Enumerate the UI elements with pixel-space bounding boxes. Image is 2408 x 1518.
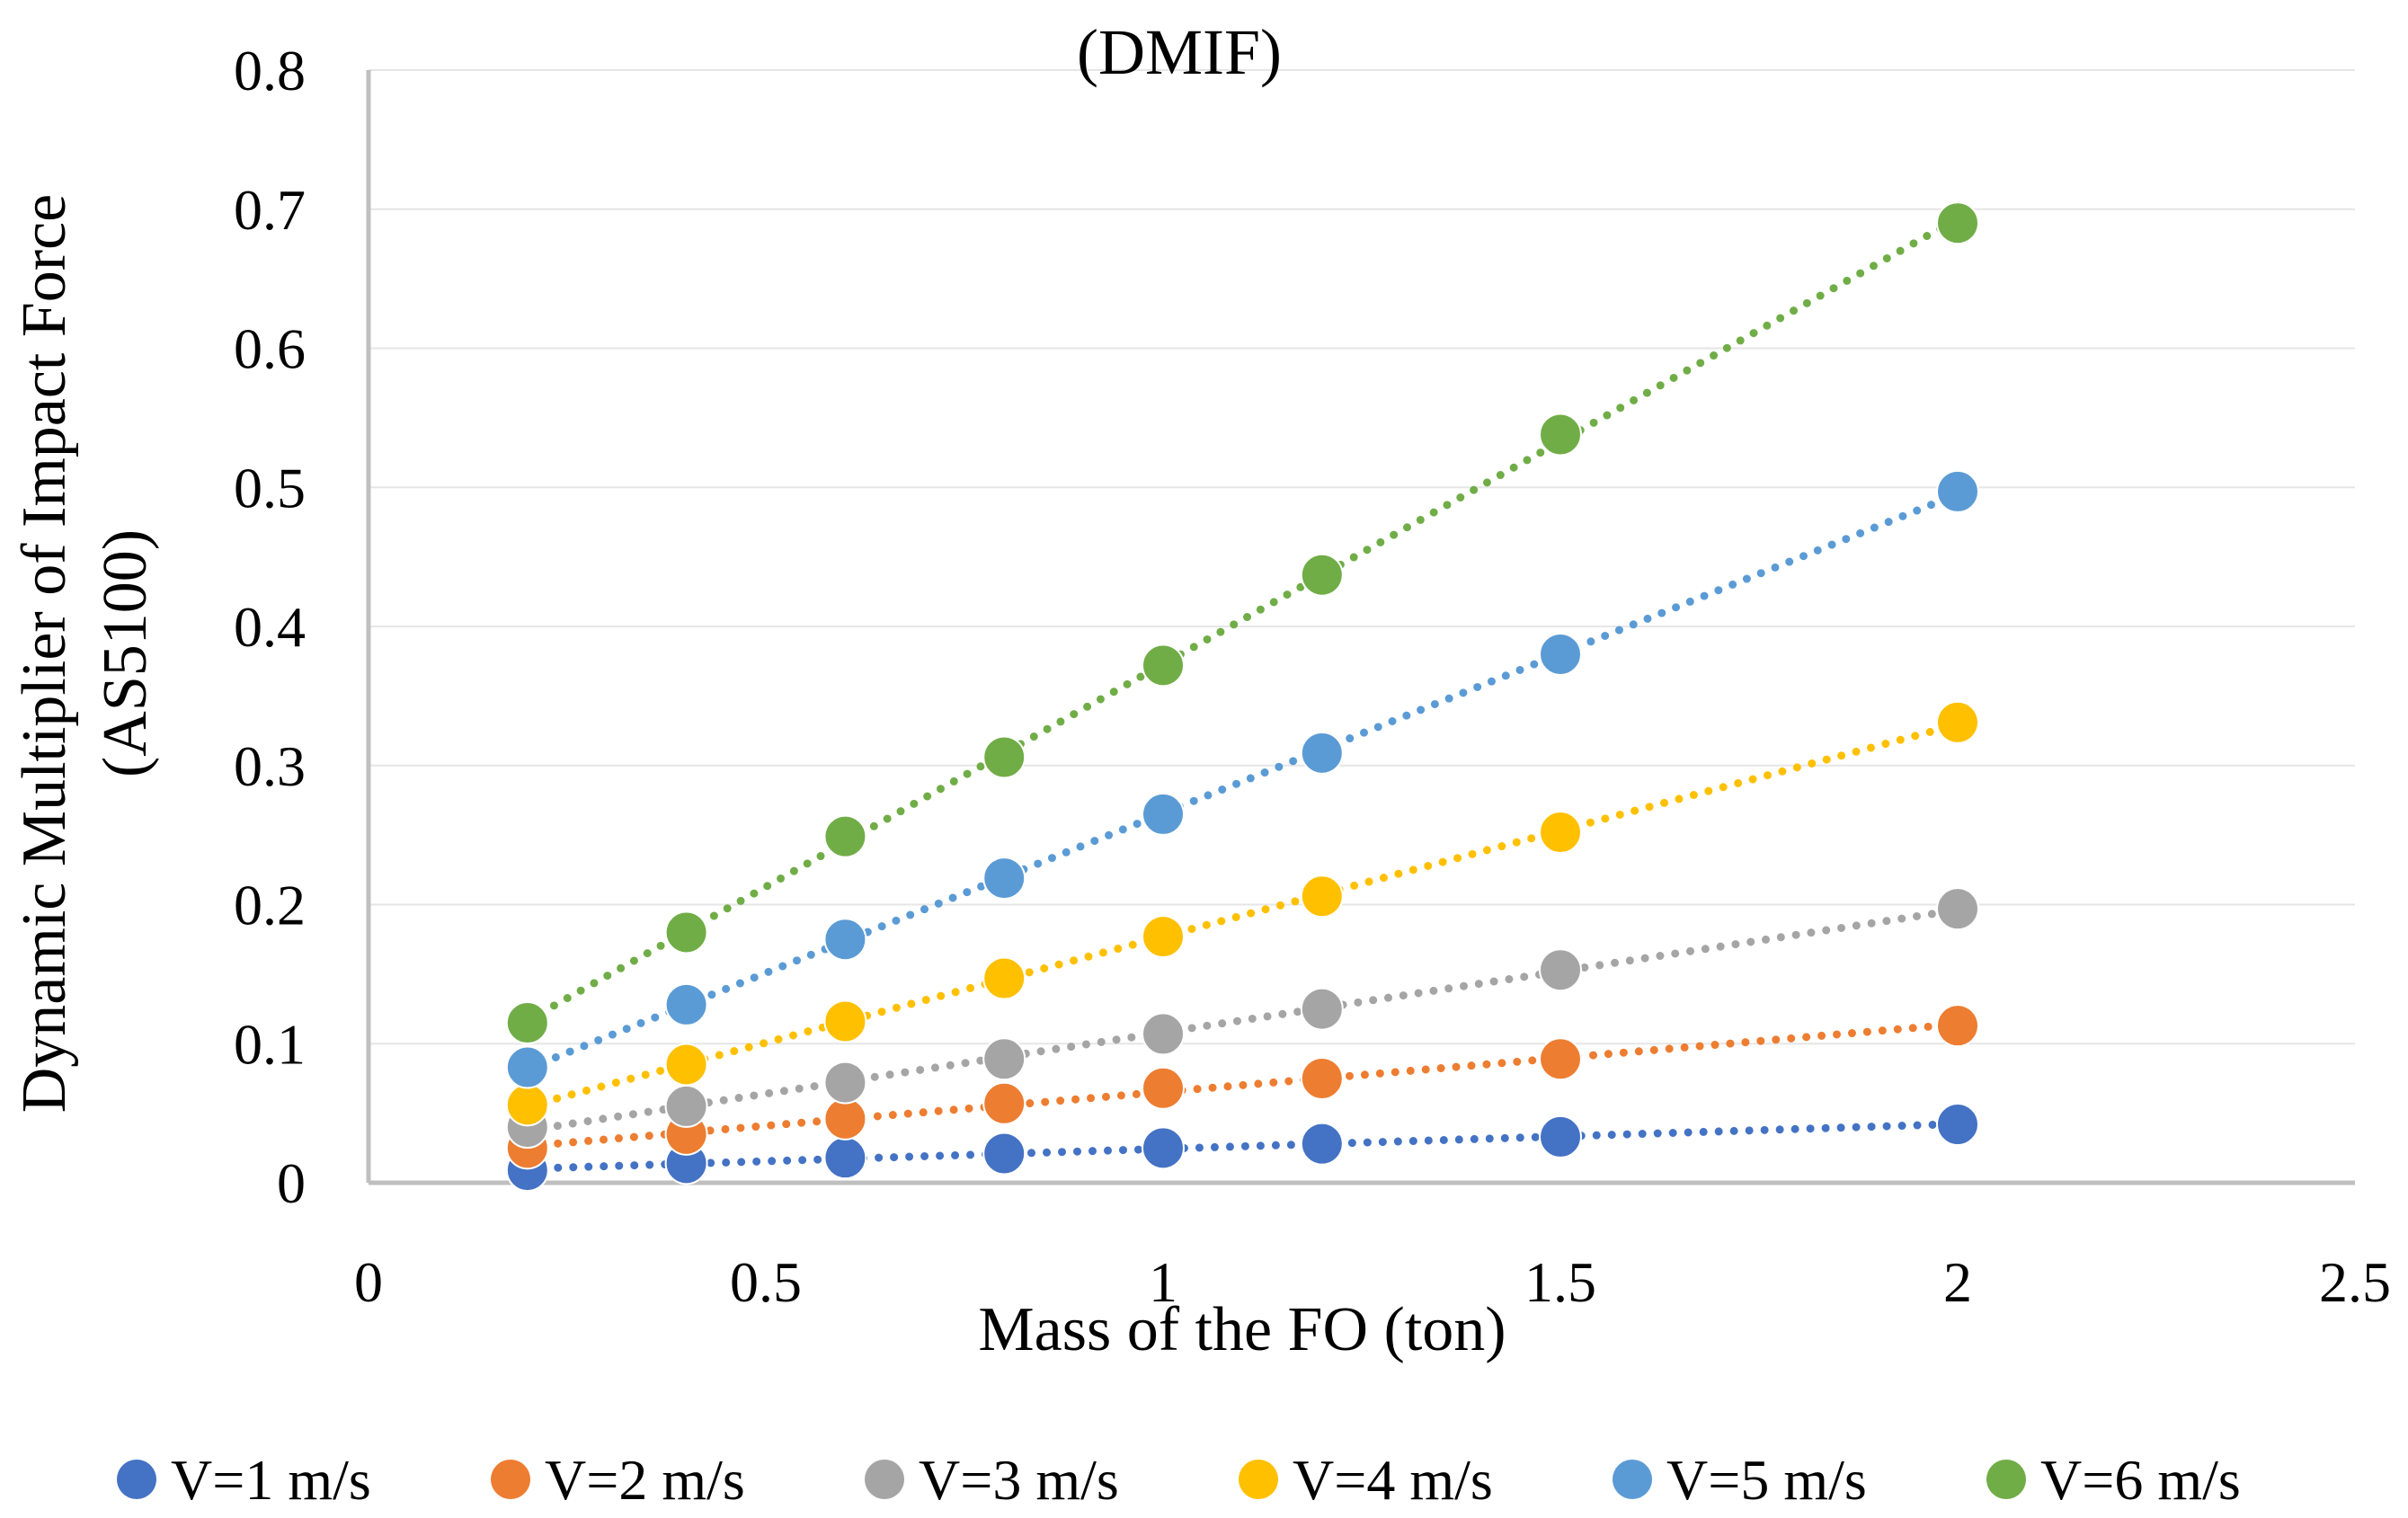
legend-label: V=5 m/s xyxy=(1666,1448,1867,1512)
chart-title: (DMIF) xyxy=(1077,16,1282,88)
y-tick-label: 0.8 xyxy=(234,39,306,102)
data-point-series-5 xyxy=(505,1045,549,1089)
trendline-series-2 xyxy=(523,1020,1962,1150)
data-point-series-4 xyxy=(982,956,1026,1000)
y-tick-label: 0.2 xyxy=(234,874,306,937)
legend-marker xyxy=(1986,1460,2026,1499)
data-point-series-3 xyxy=(982,1037,1026,1081)
data-point-series-1 xyxy=(1539,1114,1582,1158)
trendline-series-3 xyxy=(523,905,1962,1135)
data-point-series-4 xyxy=(1300,874,1344,919)
legend-item: V=4 m/s xyxy=(1239,1448,1493,1512)
data-point-series-5 xyxy=(823,918,867,962)
trendline-series-5 xyxy=(523,490,1962,1073)
y-tick-label: 0.4 xyxy=(234,595,306,659)
x-tick-label: 2 xyxy=(1943,1250,1972,1314)
data-point-series-4 xyxy=(664,1043,708,1087)
data-point-series-5 xyxy=(1300,731,1344,775)
data-point-series-2 xyxy=(1539,1037,1582,1081)
data-point-series-6 xyxy=(1936,201,1979,245)
x-axis-title: Mass of the FO (ton) xyxy=(978,1295,1506,1364)
y-axis-title-line-2: (AS5100) xyxy=(91,529,160,777)
data-point-series-6 xyxy=(1539,413,1582,457)
data-point-series-2 xyxy=(823,1096,867,1141)
data-point-series-6 xyxy=(823,814,867,858)
y-tick-label: 0 xyxy=(277,1151,306,1215)
legend-item: V=2 m/s xyxy=(491,1448,745,1512)
data-point-series-6 xyxy=(982,735,1026,779)
legend-marker xyxy=(491,1460,530,1499)
data-point-series-4 xyxy=(1936,700,1979,744)
data-point-series-1 xyxy=(982,1132,1026,1176)
axes xyxy=(366,70,2355,1185)
data-point-series-5 xyxy=(1539,632,1582,676)
data-point-series-5 xyxy=(1142,792,1185,836)
data-point-series-4 xyxy=(505,1083,549,1127)
data-point-series-3 xyxy=(823,1061,867,1105)
trendlines xyxy=(523,214,1962,1173)
data-point-series-1 xyxy=(1300,1122,1344,1166)
y-axis-title-line-1: Dynamic Multiplier of Impact Force xyxy=(10,194,79,1114)
data-point-series-2 xyxy=(1300,1056,1344,1100)
data-point-series-5 xyxy=(1936,469,1979,513)
x-tick-label: 0.5 xyxy=(730,1250,802,1314)
trendline-series-4 xyxy=(523,720,1962,1111)
legend-label: V=2 m/s xyxy=(545,1448,745,1512)
x-tick-label: 1.5 xyxy=(1524,1250,1596,1314)
data-point-series-4 xyxy=(1142,915,1185,959)
y-axis-title: Dynamic Multiplier of Impact Force (AS51… xyxy=(10,194,160,1114)
legend-item: V=5 m/s xyxy=(1613,1448,1867,1512)
legend: V=1 m/s V=2 m/s V=3 m/s V=4 m/s V=5 m/s V=6 m… xyxy=(117,1448,2241,1512)
data-point-series-4 xyxy=(823,999,867,1043)
x-tick-label: 1 xyxy=(1149,1250,1177,1314)
data-point-series-6 xyxy=(664,910,708,954)
data-point-series-1 xyxy=(823,1136,867,1180)
data-point-series-1 xyxy=(1936,1103,1979,1147)
data-point-series-5 xyxy=(982,857,1026,901)
data-point-series-3 xyxy=(1300,987,1344,1031)
data-point-series-2 xyxy=(982,1081,1026,1125)
legend-marker xyxy=(1239,1460,1278,1499)
legend-marker xyxy=(1613,1460,1652,1499)
legend-label: V=3 m/s xyxy=(919,1448,1119,1512)
data-point-series-5 xyxy=(664,982,708,1026)
data-point-series-3 xyxy=(1539,948,1582,992)
y-tick-label: 0.1 xyxy=(234,1012,306,1076)
data-point-series-6 xyxy=(505,1001,549,1045)
y-tick-label: 0.6 xyxy=(234,317,306,381)
data-point-series-2 xyxy=(1142,1066,1185,1110)
x-tick-label: 0 xyxy=(354,1250,383,1314)
y-tick-label: 0.3 xyxy=(234,734,306,798)
data-points xyxy=(505,201,1979,1193)
legend-label: V=4 m/s xyxy=(1293,1448,1493,1512)
trendline-series-1 xyxy=(523,1120,1962,1173)
y-tick-label: 0.5 xyxy=(234,456,306,519)
y-tick-label: 0.7 xyxy=(234,178,306,242)
data-point-series-3 xyxy=(1936,887,1979,931)
legend-marker xyxy=(117,1460,156,1499)
trendline-series-6 xyxy=(523,214,1962,1025)
data-point-series-2 xyxy=(1936,1004,1979,1048)
data-point-series-3 xyxy=(1142,1012,1185,1056)
gridlines xyxy=(369,69,2355,1045)
legend-item: V=1 m/s xyxy=(117,1448,371,1512)
legend-marker xyxy=(865,1460,904,1499)
data-point-series-3 xyxy=(664,1084,708,1128)
legend-label: V=1 m/s xyxy=(171,1448,371,1512)
legend-item: V=3 m/s xyxy=(865,1448,1119,1512)
legend-label: V=6 m/s xyxy=(2040,1448,2241,1512)
data-point-series-1 xyxy=(1142,1126,1185,1170)
data-point-series-4 xyxy=(1539,811,1582,855)
tick-labels: 0 0.1 0.2 0.3 0.4 0.5 0.6 0.7 0.8 0 0.5 1 1.5 2 2.5 xyxy=(234,39,2391,1314)
x-tick-label: 2.5 xyxy=(2319,1250,2391,1314)
data-point-series-6 xyxy=(1142,644,1185,688)
data-point-series-6 xyxy=(1300,553,1344,597)
legend-item: V=6 m/s xyxy=(1986,1448,2241,1512)
